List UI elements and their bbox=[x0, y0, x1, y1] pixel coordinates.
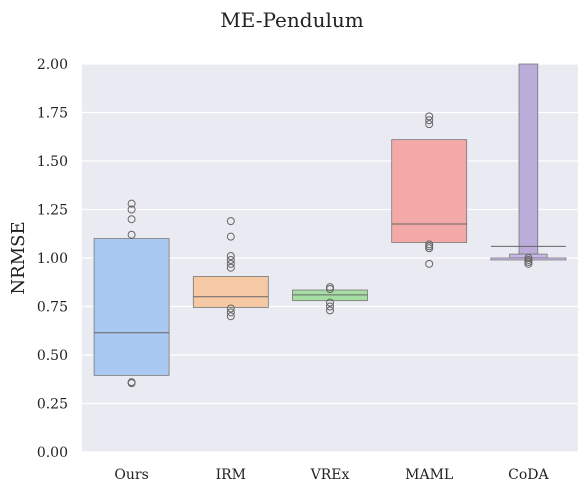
y-tick-label: 1.75 bbox=[37, 106, 68, 122]
outlier-point bbox=[226, 308, 235, 317]
y-tick-label: 1.25 bbox=[37, 203, 68, 219]
boxen-level bbox=[93, 238, 170, 376]
y-tick-label: 0.00 bbox=[37, 445, 68, 461]
outlier-point bbox=[127, 230, 136, 239]
y-tick-label: 0.50 bbox=[37, 348, 68, 364]
outlier-point bbox=[226, 312, 235, 321]
outlier-point bbox=[524, 255, 533, 264]
outlier-point bbox=[226, 304, 235, 313]
outlier-point bbox=[425, 259, 434, 268]
outlier-point bbox=[326, 302, 334, 311]
outlier-point bbox=[226, 232, 235, 241]
outlier-point bbox=[326, 283, 334, 292]
x-tick-label: IRM bbox=[216, 467, 246, 483]
y-tick-label: 0.75 bbox=[37, 300, 68, 316]
outlier-point bbox=[425, 240, 434, 249]
boxen-group-maml bbox=[391, 112, 468, 268]
outlier-point bbox=[127, 205, 136, 214]
x-tick-label: VREx bbox=[310, 467, 350, 483]
boxen-group-coda bbox=[490, 63, 567, 268]
boxen-level bbox=[192, 276, 269, 308]
outlier-point bbox=[524, 257, 533, 266]
y-tick-label: 1.00 bbox=[37, 251, 68, 267]
outlier-point bbox=[127, 215, 136, 224]
y-axis-label: NRMSE bbox=[8, 221, 29, 294]
outlier-point bbox=[326, 306, 334, 315]
outlier-point bbox=[326, 298, 334, 307]
outlier-point bbox=[524, 254, 533, 262]
outlier-point bbox=[326, 285, 334, 294]
boxen-level bbox=[518, 63, 539, 255]
boxen-group-vrex bbox=[292, 283, 368, 315]
boxen-groups bbox=[93, 63, 567, 388]
chart-title: ME-Pendulum bbox=[220, 8, 363, 32]
y-tick-label: 0.25 bbox=[37, 397, 68, 413]
boxen-group-irm bbox=[192, 217, 269, 321]
outlier-point bbox=[127, 378, 136, 387]
outlier-point bbox=[425, 244, 434, 253]
y-tick-label: 2.00 bbox=[37, 57, 68, 73]
outlier-point bbox=[425, 116, 434, 125]
x-tick-labels: Ours IRM VREx MAML CoDA bbox=[114, 467, 549, 483]
x-tick-label: MAML bbox=[405, 467, 453, 483]
outlier-point bbox=[226, 255, 235, 264]
outlier-point bbox=[226, 263, 235, 272]
boxen-level bbox=[391, 139, 468, 243]
outlier-point bbox=[425, 120, 434, 129]
outlier-point bbox=[425, 242, 434, 251]
outlier-point bbox=[226, 217, 235, 226]
outlier-point bbox=[226, 252, 235, 261]
outlier-point bbox=[425, 112, 434, 121]
y-tick-label: 1.50 bbox=[37, 154, 68, 170]
outlier-point bbox=[127, 199, 136, 208]
boxen-group-ours bbox=[93, 199, 170, 388]
x-tick-label: Ours bbox=[114, 467, 148, 483]
outlier-point bbox=[524, 259, 533, 268]
outlier-point bbox=[226, 259, 235, 268]
x-tick-label: CoDA bbox=[508, 467, 549, 483]
y-tick-labels: 0.00 0.25 0.50 0.75 1.00 1.25 1.50 1.75 2.00 bbox=[37, 57, 68, 461]
